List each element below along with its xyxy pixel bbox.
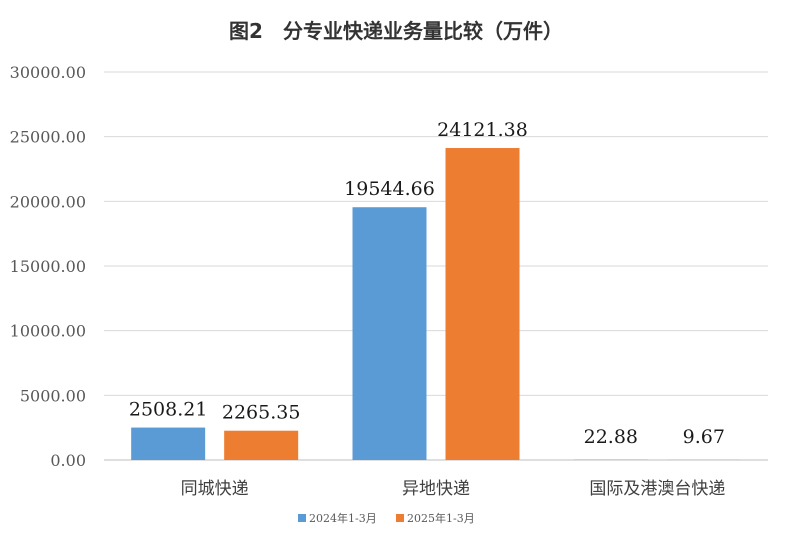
x-category-label: 异地快递 bbox=[402, 479, 470, 499]
bar bbox=[224, 430, 299, 460]
data-label: 19544.66 bbox=[344, 178, 435, 200]
x-axis-category-labels: 同城快递 异地快递 国际及港澳台快递 bbox=[181, 479, 726, 499]
data-labels: 2508.21 2265.35 19544.66 24121.38 22.88 9.67 bbox=[129, 119, 725, 448]
bar bbox=[445, 148, 520, 460]
data-label: 22.88 bbox=[584, 426, 638, 448]
gridlines bbox=[104, 71, 768, 461]
data-label: 24121.38 bbox=[437, 119, 528, 141]
y-tick-label: 0.00 bbox=[50, 451, 86, 470]
legend-swatch bbox=[396, 514, 404, 522]
chart-title: 图2 分专业快递业务量比较（万件） bbox=[229, 19, 563, 43]
y-tick-label: 10000.00 bbox=[10, 322, 86, 341]
legend-label: 2025年1-3月 bbox=[407, 511, 475, 525]
data-label: 9.67 bbox=[683, 426, 725, 448]
y-axis-tick-labels: 0.00 5000.00 10000.00 15000.00 20000.00 25000… bbox=[10, 63, 86, 470]
y-tick-label: 20000.00 bbox=[10, 192, 86, 211]
data-label: 2265.35 bbox=[222, 402, 301, 424]
legend: 2024年1-3月 2025年1-3月 bbox=[298, 511, 475, 525]
y-tick-label: 30000.00 bbox=[10, 63, 86, 82]
data-label: 2508.21 bbox=[129, 399, 208, 421]
legend-label: 2024年1-3月 bbox=[309, 511, 377, 525]
x-category-label: 国际及港澳台快递 bbox=[589, 479, 725, 499]
y-tick-label: 5000.00 bbox=[20, 386, 86, 405]
x-category-label: 同城快递 bbox=[181, 479, 249, 499]
bars bbox=[131, 148, 741, 460]
bar bbox=[352, 207, 427, 460]
bar bbox=[131, 427, 206, 460]
y-tick-label: 15000.00 bbox=[10, 257, 86, 276]
y-tick-label: 25000.00 bbox=[10, 128, 86, 147]
legend-swatch bbox=[298, 514, 306, 522]
